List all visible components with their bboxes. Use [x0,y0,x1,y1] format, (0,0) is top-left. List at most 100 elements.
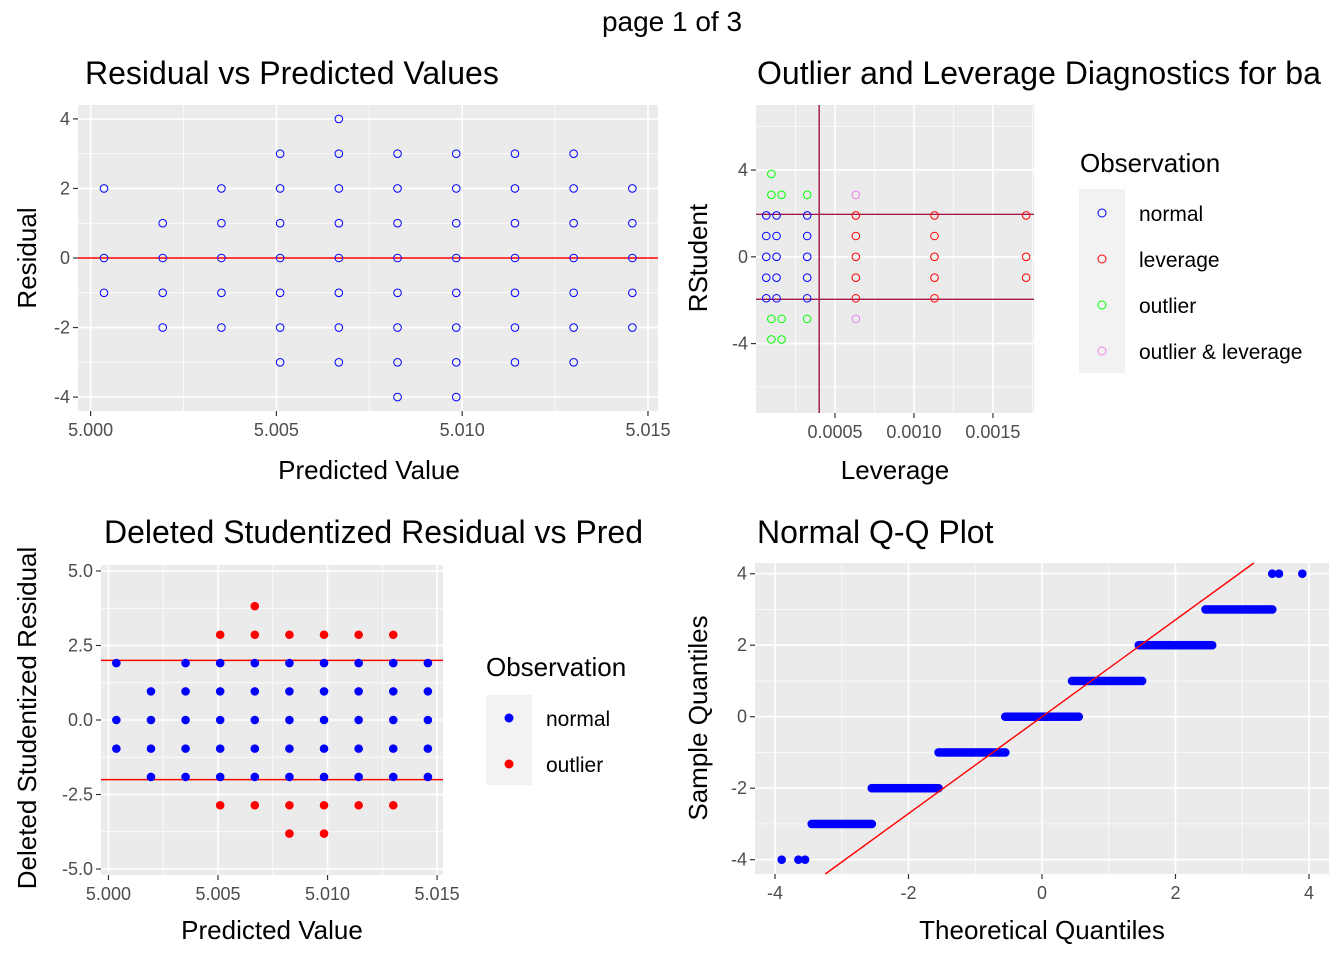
residual-plot-ytick-label: 0 [60,248,70,268]
residual-point [510,323,520,332]
residual-point [569,323,578,332]
residual-point [393,358,402,367]
residual-point [510,149,520,158]
residual-point [393,392,402,402]
studentized-point [319,687,329,696]
residual-point [628,323,637,332]
residual-point [569,253,578,263]
leverage-point [851,231,861,241]
studentized-point [181,687,190,696]
qq-point [867,819,877,829]
residual-point [275,184,285,193]
studentized-point [215,800,225,810]
studentized-point [181,744,190,753]
studentized-legend-title: Observation [486,652,626,682]
qq-point [1267,605,1277,614]
residual-point [158,218,168,228]
leverage-point [802,252,812,262]
residual-point [158,253,168,263]
residual-point [451,184,461,193]
studentized-point [215,744,225,753]
residual-point [393,218,402,228]
studentized-legend-key [504,713,514,723]
leverage-point [761,252,771,262]
studentized-plot-ytick-label: -5.0 [62,859,93,879]
residual-point [275,323,285,332]
leverage-point [772,252,781,262]
leverage-point [772,273,781,282]
leverage-plot-xtick-label: 0.0015 [965,422,1020,442]
residual-plot-xtick-label: 5.010 [440,420,485,440]
residual-point [217,184,226,193]
residual-point [99,184,109,193]
studentized-plot-legend: Observation normal outlier [486,652,626,785]
studentized-point [285,744,294,753]
residual-point [569,218,578,228]
studentized-plot-xtick-label: 5.010 [305,884,350,904]
residual-point [334,358,344,367]
residual-point [451,392,461,402]
studentized-point [112,744,121,753]
residual-plot-xtick-label: 5.015 [625,420,670,440]
studentized-point [250,630,260,640]
leverage-plot-xtick-label: 0.0010 [886,422,941,442]
studentized-point [250,658,260,668]
studentized-point [215,715,225,725]
residual-point [158,323,168,332]
leverage-point [851,252,861,262]
residual-point [334,253,344,263]
residual-point [510,218,520,228]
residual-plot-title: Residual vs Predicted Values [85,55,499,91]
studentized-point [285,715,294,725]
studentized-point [250,772,260,782]
residual-point [334,184,344,193]
studentized-point [112,715,121,725]
studentized-point [146,744,156,753]
residual-point [451,218,461,228]
qq-point [777,855,786,865]
qq-point [1298,569,1307,579]
leverage-plot-ytick-label: -4 [732,334,748,354]
leverage-point [851,190,861,200]
qq-point [1000,748,1010,757]
qq-plot-ytick-label: -2 [731,778,747,798]
studentized-point [354,800,363,810]
studentized-plot-title: Deleted Studentized Residual vs Pred [104,514,643,550]
residual-vs-predicted-plot: Residual vs Predicted Values -4 -2 0 2 4 5.0… [12,55,670,485]
leverage-point [930,293,939,303]
residual-point [628,218,637,228]
residual-point [393,149,402,158]
residual-point [569,184,578,193]
studentized-plot-ytick-label: 0.0 [68,710,93,730]
studentized-plot-xtick-label: 5.005 [195,884,240,904]
residual-point [569,358,578,367]
leverage-point [777,190,786,200]
leverage-point [802,314,812,324]
residual-point [99,253,109,263]
residual-point [393,184,402,193]
residual-point [99,288,109,298]
studentized-point [423,744,433,753]
qq-plot-xtick-label: -2 [901,883,917,903]
normal-qq-plot: Normal Q-Q Plot -4 -2 0 2 4 -4 -2 0 2 4 Theoreti… [683,514,1329,945]
residual-point [393,253,402,263]
studentized-point [388,687,398,696]
qq-plot-xtick-label: 4 [1304,883,1314,903]
leverage-point [851,211,861,220]
residual-point [334,323,344,332]
leverage-plot-panel [756,105,1034,413]
leverage-plot-xlabel: Leverage [841,455,949,485]
studentized-plot-xtick-label: 5.000 [86,884,131,904]
leverage-point [761,231,771,241]
leverage-point [930,231,939,241]
qq-plot-title: Normal Q-Q Plot [757,514,994,550]
qq-plot-xtick-label: -4 [767,883,783,903]
studentized-plot-ytick-label: 2.5 [68,635,93,655]
residual-plot-ytick-label: 4 [60,109,70,129]
studentized-point [250,687,260,696]
studentized-point [250,601,260,611]
studentized-point [181,658,190,668]
qq-point [1137,676,1147,686]
studentized-point [354,772,363,782]
studentized-point [319,744,329,753]
